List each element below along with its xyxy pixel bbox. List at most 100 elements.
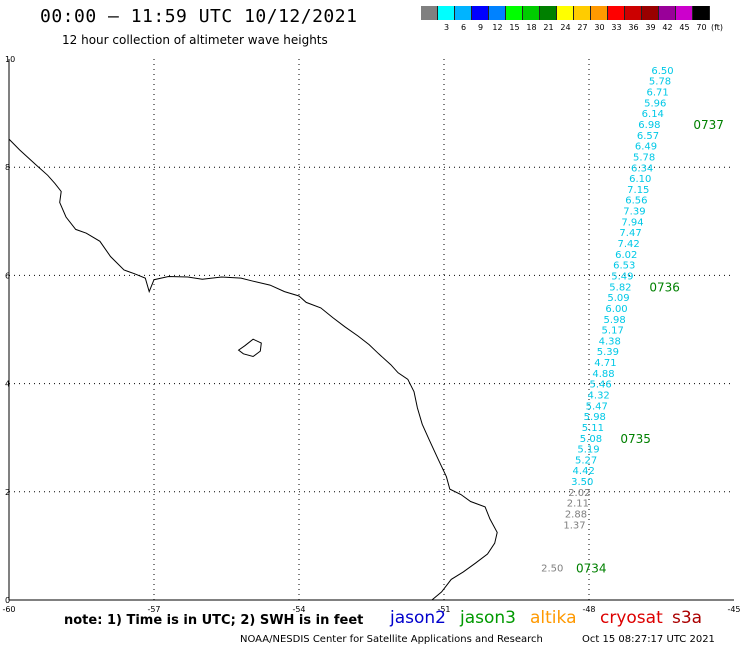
color-scale-swatch: [659, 6, 676, 20]
time-label: 0736: [649, 280, 680, 294]
color-scale-unit: (ft): [711, 23, 724, 32]
color-scale-swatch: [489, 6, 506, 20]
y-tick-label: 8: [5, 163, 10, 172]
y-tick-label: 4: [5, 380, 10, 389]
color-scale-label: 36: [628, 23, 639, 32]
satellite-legend-jason3: jason3: [460, 608, 516, 628]
credit-line: NOAA/NESDIS Center for Satellite Applica…: [240, 634, 543, 645]
swh-label: 5.98: [603, 315, 625, 326]
satellite-legend-altika: altika: [530, 608, 577, 628]
swh-label: 2.88: [565, 510, 587, 521]
swh-label: 5.27: [575, 455, 597, 466]
satellite-legend-jason2: jason2: [390, 608, 446, 628]
time-label: 0737: [693, 118, 724, 132]
page-subtitle: 12 hour collection of altimeter wave hei…: [62, 33, 328, 47]
swh-label: 6.56: [625, 196, 647, 207]
color-scale-swatch: [540, 6, 557, 20]
color-scale-swatch: [676, 6, 693, 20]
swh-label: 5.47: [586, 401, 608, 412]
swh-label: 5.17: [602, 326, 624, 337]
color-scale-swatch: [421, 6, 438, 20]
color-scale-label: 30: [594, 23, 605, 32]
swh-label: 7.39: [623, 207, 645, 218]
color-scale-label: 18: [526, 23, 537, 32]
swh-label: 3.50: [571, 477, 593, 488]
swh-label: 6.00: [605, 304, 627, 315]
swh-label: 6.53: [613, 261, 635, 272]
color-scale-swatch: [608, 6, 625, 20]
swh-label: 6.57: [637, 131, 659, 142]
color-scale-label: 33: [611, 23, 622, 32]
color-scale-label: 6: [460, 23, 467, 32]
island-outline: [237, 338, 262, 358]
color-scale-label: 70: [696, 23, 707, 32]
color-scale-swatch: [557, 6, 574, 20]
x-tick-label: -54: [292, 605, 305, 614]
swh-label: 2.11: [567, 499, 589, 510]
time-label: 0734: [576, 562, 607, 576]
swh-label: 1.37: [563, 520, 585, 531]
color-scale-label: 45: [679, 23, 690, 32]
coastline: [8, 138, 498, 601]
credit-timestamp: Oct 15 08:27:17 UTC 2021: [582, 634, 715, 645]
swh-label: 2.50: [541, 564, 563, 575]
swh-label: 5.82: [609, 282, 631, 293]
swh-label: 6.02: [615, 250, 637, 261]
swh-label: 7.94: [621, 217, 643, 228]
swh-label: 5.08: [580, 434, 602, 445]
color-scale-swatch: [591, 6, 608, 20]
color-scale-label: 9: [477, 23, 484, 32]
color-scale-swatch: [523, 6, 540, 20]
swh-label: 5.09: [607, 293, 629, 304]
swh-label: 5.96: [644, 98, 666, 109]
swh-label: 2.02: [568, 488, 590, 499]
color-scale-swatch: [642, 6, 659, 20]
swh-label: 6.98: [638, 120, 660, 131]
swh-label: 7.15: [627, 185, 649, 196]
swh-label: 4.32: [588, 391, 610, 402]
swh-label: 5.78: [633, 152, 655, 163]
color-scale-swatch: [574, 6, 591, 20]
y-tick-label: 6: [5, 271, 10, 280]
swh-label: 6.49: [635, 142, 657, 153]
swh-label: 6.50: [651, 66, 673, 77]
color-scale-label: 3: [443, 23, 450, 32]
color-scale-label: 42: [662, 23, 673, 32]
y-tick-label: 10: [5, 55, 15, 64]
color-scale-swatch: [506, 6, 523, 20]
color-scale-label: 21: [543, 23, 554, 32]
swh-label: 7.47: [619, 228, 641, 239]
color-scale-label: 24: [560, 23, 571, 32]
swh-label: 4.42: [573, 466, 595, 477]
swh-label: 4.88: [592, 369, 614, 380]
color-scale-label: 39: [645, 23, 656, 32]
swh-label: 4.38: [599, 336, 621, 347]
x-tick-label: -60: [2, 605, 15, 614]
x-tick-label: -45: [727, 605, 740, 614]
swh-label: 5.19: [577, 445, 599, 456]
swh-label: 6.34: [631, 163, 653, 174]
swh-label: 4.71: [594, 358, 616, 369]
color-scale-label: 27: [577, 23, 588, 32]
color-scale-swatch: [693, 6, 710, 20]
swh-label: 5.39: [597, 347, 619, 358]
page-title: 00:00 – 11:59 UTC 10/12/2021: [40, 6, 358, 27]
swh-label: 7.42: [618, 239, 640, 250]
time-label: 0735: [620, 432, 651, 446]
swh-label: 5.78: [649, 77, 671, 88]
swh-label: 5.46: [589, 380, 611, 391]
x-tick-label: -51: [437, 605, 450, 614]
swh-label: 6.10: [629, 174, 651, 185]
x-tick-label: -48: [582, 605, 595, 614]
footer-note: note: 1) Time is in UTC; 2) SWH is in fe…: [64, 613, 364, 628]
swh-label: 6.71: [647, 88, 669, 99]
x-tick-label: -57: [147, 605, 160, 614]
color-scale-swatch: [625, 6, 642, 20]
color-scale-swatch: [472, 6, 489, 20]
color-scale-swatch: [455, 6, 472, 20]
y-tick-label: 2: [5, 488, 10, 497]
color-scale-label: 12: [492, 23, 503, 32]
swh-label: 6.14: [642, 109, 664, 120]
swh-label: 5.49: [611, 271, 633, 282]
